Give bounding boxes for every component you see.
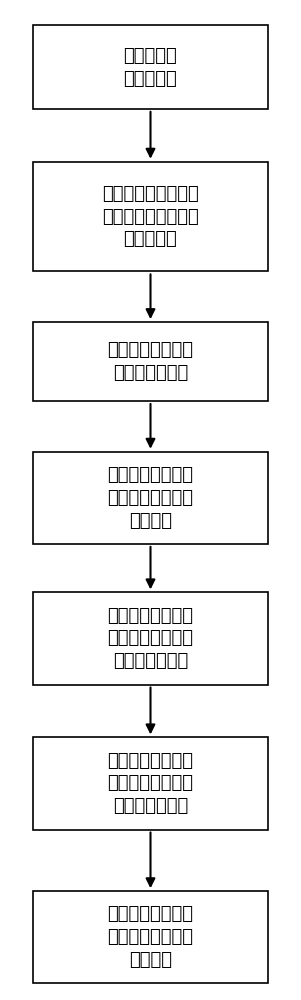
Bar — [33, 737, 268, 830]
Text: 遇到特殊情况时及
时微调电动汽车充
放电安排: 遇到特殊情况时及 时微调电动汽车充 放电安排 — [107, 905, 194, 969]
Bar — [33, 322, 268, 401]
Text: 统计每个电动汽车
的违约率，将违约
率高的剔除出去: 统计每个电动汽车 的违约率，将违约 率高的剔除出去 — [107, 752, 194, 815]
Text: 根据时间负荷曲线
图确定具体的电动
汽车充放电安排: 根据时间负荷曲线 图确定具体的电动 汽车充放电安排 — [107, 607, 194, 670]
Text: 实时采集电网信息
建立电网的时间负
荷曲线图: 实时采集电网信息 建立电网的时间负 荷曲线图 — [107, 466, 194, 530]
Text: 对申请加入的电动
汽车做最优组合: 对申请加入的电动 汽车做最优组合 — [107, 341, 194, 382]
Text: 制定基本的
充放电策略: 制定基本的 充放电策略 — [124, 47, 177, 88]
Text: 统计本地区申请加入
电动汽车充放电服务
的电动汽车: 统计本地区申请加入 电动汽车充放电服务 的电动汽车 — [102, 185, 199, 248]
Bar — [33, 25, 268, 109]
Bar — [33, 592, 268, 685]
Bar — [33, 891, 268, 983]
Bar — [33, 162, 268, 271]
Bar — [33, 452, 268, 544]
